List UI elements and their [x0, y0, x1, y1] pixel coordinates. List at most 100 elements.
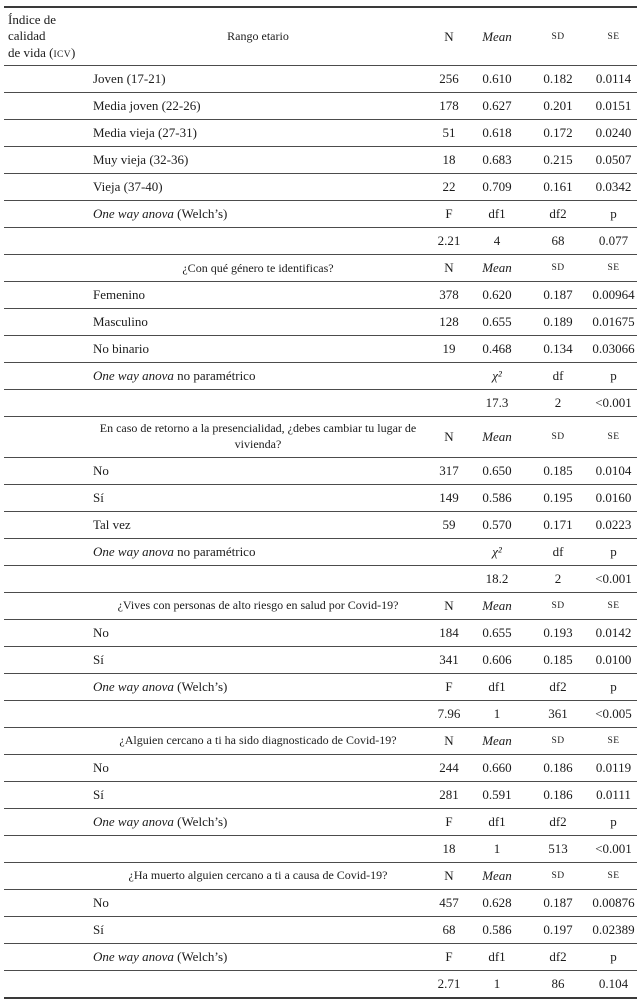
stat-header: F [445, 948, 453, 964]
data-row: No 244 0.660 0.186 0.0119 [4, 754, 637, 782]
anova-values-row: 18.2 2 <0.001 [4, 565, 637, 593]
stat-value: <0.001 [595, 570, 632, 586]
stat-header: p [610, 368, 617, 384]
empty-cell [86, 700, 430, 727]
stat-value: 1 [493, 840, 501, 856]
anova-values-row: 2.71 1 86 0.104 [4, 970, 637, 998]
row-label: No [93, 759, 109, 775]
section-header-row: ¿Ha muerto alguien cercano a ti a causa … [4, 862, 637, 890]
col-header-mean: Mean [482, 260, 512, 276]
anova-label: One way anova (Welch’s) [86, 943, 430, 970]
empty-cell [4, 646, 86, 673]
section-header-row: ¿Vives con personas de alto riesgo en sa… [4, 592, 637, 620]
col-header-sd: SD [551, 263, 565, 274]
stat-value: 0.077 [598, 233, 629, 249]
section-question: ¿Con qué género te identificas? [182, 260, 334, 275]
stat-header: F [445, 206, 453, 222]
stat-value: 2 [554, 395, 562, 411]
se-value: 0.00964 [592, 287, 635, 303]
stat-value: 18.2 [485, 570, 509, 586]
stat-value: 0.104 [598, 975, 629, 991]
row-label: Sí [93, 786, 104, 802]
row-label: Tal vez [93, 516, 131, 532]
empty-cell [86, 970, 430, 998]
data-row: Sí 281 0.591 0.186 0.0111 [4, 781, 637, 809]
anova-label-regular: (Welch’s) [177, 206, 228, 222]
section-header-row: ¿Alguien cercano a ti ha sido diagnostic… [4, 727, 637, 755]
empty-cell [4, 201, 86, 228]
col-header-se: SE [607, 263, 620, 274]
stat-header [430, 538, 468, 565]
row-label: No [93, 462, 109, 478]
data-row: Vieja (37-40) 22 0.709 0.161 0.0342 [4, 174, 637, 201]
stat-header: df [552, 543, 564, 559]
stat-header: df2 [549, 948, 567, 964]
empty-cell [4, 255, 86, 282]
row-label: Vieja (37-40) [93, 179, 163, 195]
icv-label-line2-post: ) [71, 44, 76, 60]
mean-value: 0.627 [482, 98, 512, 114]
empty-cell [4, 727, 86, 754]
empty-cell [4, 390, 86, 417]
row-label: No binario [93, 341, 149, 357]
sd-value: 0.197 [543, 921, 573, 937]
stat-header: p [610, 813, 617, 829]
col-header-n: N [444, 867, 454, 883]
n-value: 281 [439, 786, 459, 802]
section-question: ¿Vives con personas de alto riesgo en sa… [117, 597, 399, 612]
empty-cell [4, 592, 86, 619]
row-label: Muy vieja (32-36) [93, 152, 189, 168]
col-header-mean: Mean [482, 867, 512, 883]
stat-value: 2.71 [437, 975, 461, 991]
data-row: Sí 68 0.586 0.197 0.02389 [4, 916, 637, 944]
data-row: Masculino 128 0.655 0.189 0.01675 [4, 309, 637, 336]
n-value: 19 [442, 341, 456, 357]
stat-header: p [610, 948, 617, 964]
stat-value: <0.005 [595, 705, 632, 721]
se-value: 0.0100 [595, 651, 632, 667]
stat-header: df2 [549, 678, 567, 694]
n-value: 128 [439, 314, 459, 330]
stat-header: F [445, 813, 453, 829]
se-value: 0.03066 [592, 341, 635, 357]
stat-value: 68 [551, 233, 565, 249]
sd-value: 0.185 [543, 651, 573, 667]
n-value: 244 [439, 759, 459, 775]
se-value: 0.0160 [595, 489, 632, 505]
empty-cell [4, 484, 86, 511]
stat-header: χ² [492, 368, 502, 384]
mean-value: 0.591 [482, 786, 512, 802]
col-header-sd: SD [551, 431, 565, 442]
sd-value: 0.215 [543, 152, 573, 168]
mean-value: 0.620 [482, 287, 512, 303]
anova-label-italic: One way anova [93, 948, 178, 964]
empty-cell [4, 700, 86, 727]
mean-value: 0.683 [482, 152, 512, 168]
row-label: Masculino [93, 314, 148, 330]
empty-cell [4, 916, 86, 943]
anova-label: One way anova (Welch’s) [86, 808, 430, 835]
empty-cell [4, 417, 86, 457]
anova-values-row: 2.21 4 68 0.077 [4, 228, 637, 255]
n-value: 341 [439, 651, 459, 667]
empty-cell [4, 754, 86, 781]
se-value: 0.01675 [592, 314, 635, 330]
data-row: Sí 341 0.606 0.185 0.0100 [4, 646, 637, 674]
empty-cell [4, 363, 86, 390]
stat-value: 17.3 [485, 395, 509, 411]
n-value: 256 [439, 71, 459, 87]
n-value: 59 [442, 516, 456, 532]
data-row: Joven (17-21) 256 0.610 0.182 0.0114 [4, 66, 637, 93]
row-label: Media joven (22-26) [93, 98, 201, 114]
empty-cell [4, 228, 86, 255]
col-header-se: SE [607, 600, 620, 611]
empty-cell [4, 282, 86, 309]
col-header-mean: Mean [482, 597, 512, 613]
col-header-se: SE [607, 735, 620, 746]
stat-value: <0.001 [595, 395, 632, 411]
anova-label-row: One way anova no paramétrico χ² df p [4, 363, 637, 390]
section-header-row: ¿Con qué género te identificas? N Mean SD SE [4, 255, 637, 282]
data-row: Tal vez 59 0.570 0.171 0.0223 [4, 511, 637, 539]
stat-header: df1 [488, 813, 506, 829]
